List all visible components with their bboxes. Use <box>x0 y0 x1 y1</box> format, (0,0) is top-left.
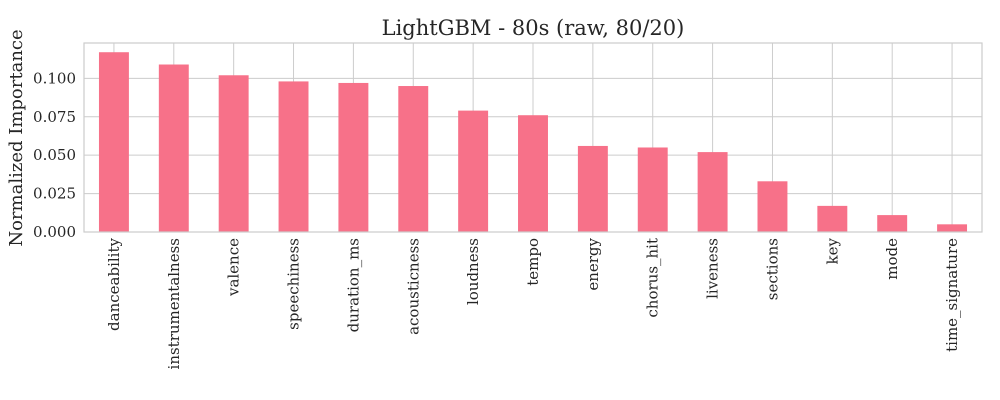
y-tick-label: 0.050 <box>33 146 76 164</box>
bar-acousticness <box>398 86 429 233</box>
x-tick-label: instrumentalness <box>165 238 183 369</box>
x-tick-label: tempo <box>524 238 542 286</box>
bar-valence <box>218 75 249 232</box>
bar-time_signature <box>937 224 968 232</box>
x-tick-label: energy <box>584 237 602 290</box>
x-tick-label: key <box>823 237 841 264</box>
bar-chorus_hit <box>637 147 668 232</box>
bar-duration_ms <box>338 82 369 232</box>
chart-title: LightGBM - 80s (raw, 80/20) <box>382 16 685 40</box>
x-tick-label: chorus_hit <box>644 238 662 318</box>
bar-key <box>817 205 848 232</box>
y-tick-label: 0.075 <box>33 108 76 126</box>
bar-speechiness <box>278 81 309 232</box>
y-tick-label: 0.100 <box>33 69 76 87</box>
x-tick-label: sections <box>763 238 781 300</box>
y-tick-label: 0.000 <box>33 223 76 241</box>
x-tick-label: duration_ms <box>344 238 362 332</box>
bar-tempo <box>518 115 548 232</box>
bar-mode <box>877 215 908 232</box>
x-tick-label: loudness <box>464 238 482 305</box>
y-tick-labels: 0.000 0.025 0.050 0.075 0.100 <box>33 69 76 241</box>
x-tick-labels: danceability instrumentalness valence speec… <box>105 237 961 369</box>
y-tick-label: 0.025 <box>33 185 76 203</box>
x-tick-label: speechiness <box>285 238 303 330</box>
bar-energy <box>577 145 608 232</box>
x-tick-label: mode <box>883 238 901 280</box>
bar-loudness <box>458 110 489 232</box>
x-tick-label: danceability <box>105 237 123 330</box>
x-tick-label: acousticness <box>404 238 422 335</box>
x-tick-label: liveness <box>704 238 722 299</box>
y-axis-label: Normalized Importance <box>6 29 27 246</box>
bar-sections <box>757 181 788 232</box>
bar-instrumentalness <box>158 64 189 232</box>
x-tick-label: time_signature <box>943 238 961 352</box>
bar-danceability <box>98 52 129 232</box>
bar-liveness <box>697 152 728 232</box>
plot-frame <box>83 42 983 233</box>
bars <box>98 52 968 233</box>
x-tick-label: valence <box>225 238 243 297</box>
